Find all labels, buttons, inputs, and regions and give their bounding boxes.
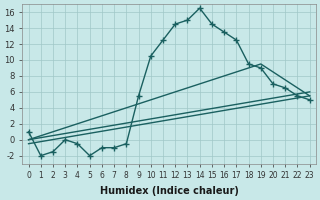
- X-axis label: Humidex (Indice chaleur): Humidex (Indice chaleur): [100, 186, 239, 196]
